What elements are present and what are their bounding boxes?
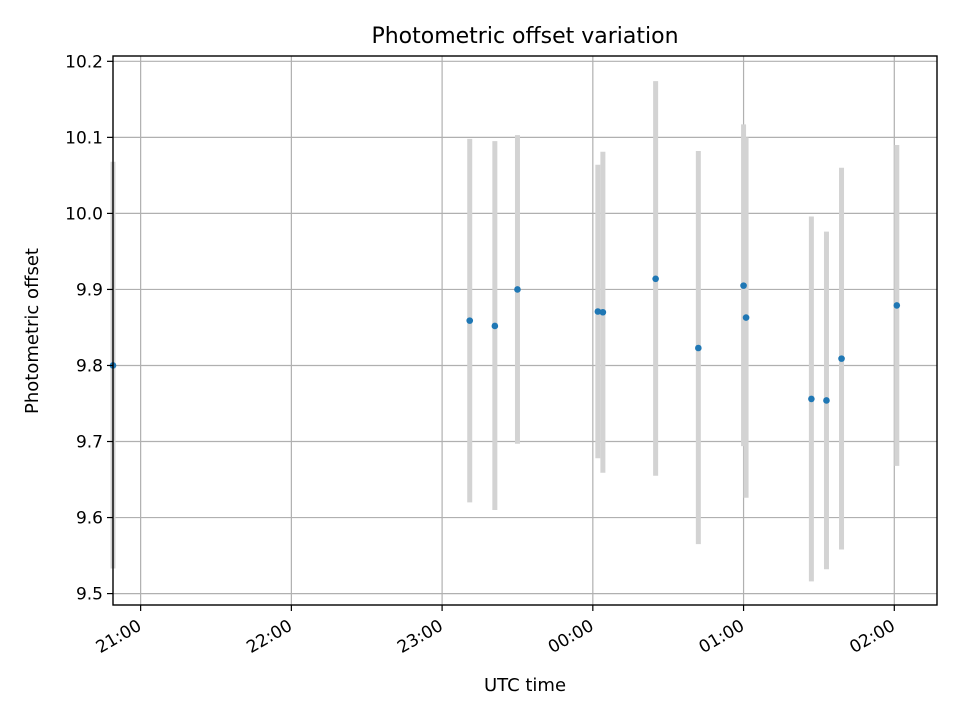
y-tick-label: 10.1	[65, 128, 103, 148]
x-tick-label: 22:00	[243, 616, 295, 658]
x-tick-label: 23:00	[394, 616, 446, 658]
data-point	[740, 282, 747, 289]
y-tick-label: 9.5	[76, 585, 103, 605]
data-point	[599, 308, 607, 316]
y-tick-label: 10.0	[65, 204, 103, 224]
x-tick-label: 21:00	[93, 616, 145, 658]
data-point	[838, 355, 845, 362]
y-tick-label: 9.8	[76, 356, 103, 376]
y-tick-label: 9.9	[76, 280, 103, 300]
x-tick-layer: 21:00 22:00 23:00 00:00 01:00 02:00	[93, 605, 899, 658]
x-axis-label: UTC time	[484, 675, 566, 696]
data-point	[594, 308, 602, 315]
data-point	[893, 302, 901, 309]
point-layer	[109, 275, 901, 404]
chart-title: Photometric offset variation	[371, 24, 678, 49]
plot-frame	[112, 55, 938, 606]
data-point	[695, 344, 702, 352]
y-axis-label: Photometric offset	[22, 248, 43, 414]
errorbar-layer	[110, 81, 900, 582]
data-point	[808, 395, 815, 403]
y-tick-label: 9.7	[76, 433, 103, 453]
data-point	[466, 317, 474, 324]
y-tick-layer: 9.5 9.6 9.7 9.8 9.9 10.0 10.1 10.2	[65, 52, 113, 605]
x-tick-label: 02:00	[846, 616, 898, 658]
data-point	[742, 314, 750, 321]
data-point	[514, 286, 521, 293]
data-point	[491, 322, 499, 330]
data-point	[823, 397, 830, 404]
y-tick-label: 10.2	[65, 52, 103, 72]
x-tick-label: 01:00	[696, 616, 748, 658]
data-point	[652, 275, 659, 283]
x-tick-label: 00:00	[545, 616, 597, 658]
y-tick-label: 9.6	[76, 509, 103, 529]
